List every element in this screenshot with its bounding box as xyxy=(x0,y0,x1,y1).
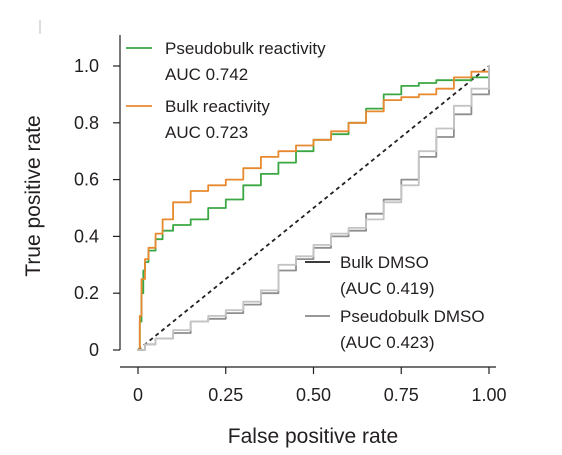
x-axis-title: False positive rate xyxy=(228,425,398,448)
x-tick-label: 0 xyxy=(133,385,143,405)
y-tick-label: 0.8 xyxy=(74,113,99,133)
y-tick-label: 1.0 xyxy=(74,56,99,76)
series-line-pseudobulk-reactivity xyxy=(137,65,490,351)
series-lines xyxy=(137,65,490,351)
legend-label-bulk-reactivity: Bulk reactivity xyxy=(165,97,270,116)
random-classifier-diagonal xyxy=(137,65,490,351)
legend-auc-pseudobulk-dmso: (AUC 0.423) xyxy=(340,333,434,352)
legend-auc-bulk-reactivity: AUC 0.723 xyxy=(165,123,248,142)
y-tick-label: 0 xyxy=(89,340,99,360)
x-axis: 0 0.25 0.50 0.75 1.00 xyxy=(120,366,507,405)
legend-top: Pseudobulk reactivity AUC 0.742 Bulk rea… xyxy=(126,39,326,142)
x-tick-label: 0.25 xyxy=(208,385,243,405)
legend-auc-bulk-dmso: (AUC 0.419) xyxy=(340,279,434,298)
series-line-bulk-reactivity xyxy=(137,65,490,351)
series-line-bulk-dmso xyxy=(137,65,490,351)
legend-auc-pseudobulk-reactivity: AUC 0.742 xyxy=(165,65,248,84)
y-ticks: 0 0.2 0.4 0.6 0.8 1.0 xyxy=(74,56,120,360)
y-tick-label: 0.4 xyxy=(74,226,99,246)
y-tick-label: 0.6 xyxy=(74,170,99,190)
y-axis: 0 0.2 0.4 0.6 0.8 1.0 xyxy=(74,35,121,360)
series-line-pseudobulk-dmso xyxy=(137,65,490,351)
legend-label-pseudobulk-reactivity: Pseudobulk reactivity xyxy=(165,39,326,58)
legend-bottom: Bulk DMSO (AUC 0.419) Pseudobulk DMSO (A… xyxy=(305,253,485,352)
y-axis-title: True positive rate xyxy=(22,115,45,276)
legend-label-bulk-dmso: Bulk DMSO xyxy=(340,253,429,272)
x-ticks: 0 0.25 0.50 0.75 1.00 xyxy=(133,367,507,405)
x-tick-label: 0.75 xyxy=(384,385,419,405)
legend-label-pseudobulk-dmso: Pseudobulk DMSO xyxy=(340,307,485,326)
x-tick-label: 1.00 xyxy=(471,385,506,405)
x-tick-label: 0.50 xyxy=(296,385,331,405)
y-tick-label: 0.2 xyxy=(74,283,99,303)
